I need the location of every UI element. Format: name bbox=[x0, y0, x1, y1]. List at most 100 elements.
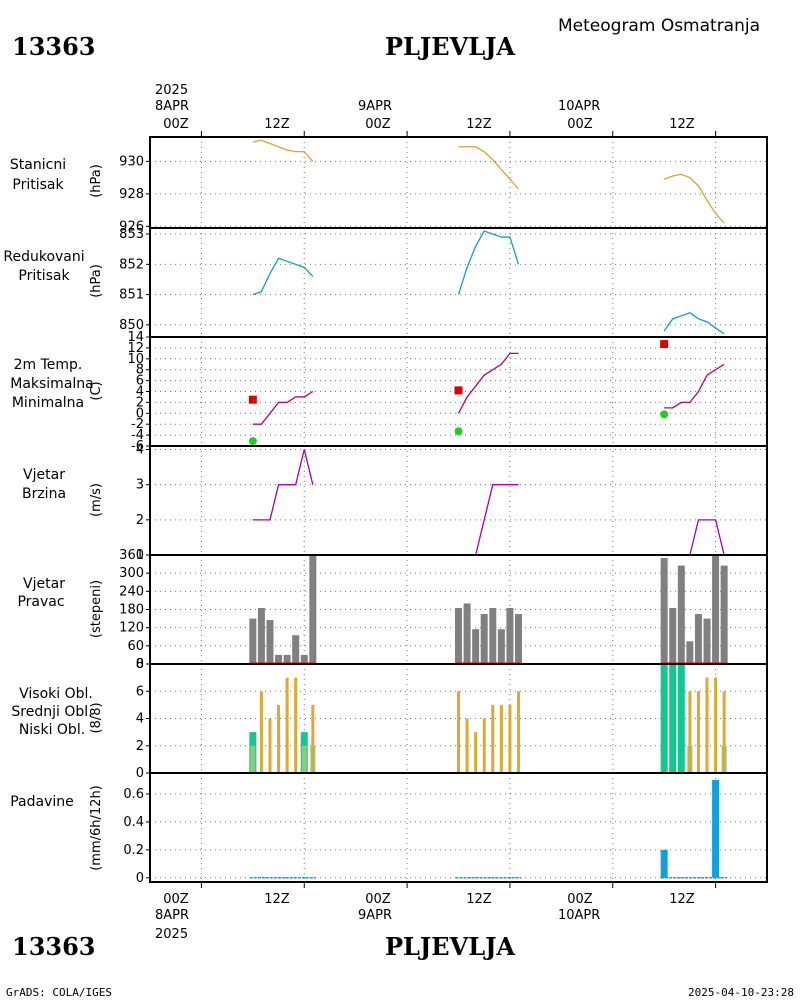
precip-bar-1 bbox=[712, 779, 720, 878]
unit-wind-speed: (m/s) bbox=[89, 483, 104, 517]
wind-dir-bar-20 bbox=[694, 614, 702, 664]
label-temperature: 2m Temp. bbox=[14, 357, 83, 373]
station_pressure-series-1 bbox=[458, 146, 519, 190]
wind-dir-bar-12 bbox=[489, 607, 497, 664]
wind_direction-ytick-label-5: 300 bbox=[119, 566, 144, 581]
station-id-bottom: 13363 bbox=[12, 932, 96, 961]
time-tick-bottom-2: 12Z bbox=[264, 892, 290, 907]
year-label-bottom: 2025 bbox=[155, 927, 188, 942]
cloud-mid-bar-6 bbox=[301, 745, 307, 773]
label-reduced-pressure-1: Redukovani bbox=[3, 249, 84, 265]
unit-temperature: (C) bbox=[89, 381, 104, 400]
label-wind-speed-2: Brzina bbox=[22, 486, 66, 502]
clouds-ytick-label-1: 2 bbox=[136, 739, 144, 754]
wind-dir-bar-3 bbox=[275, 654, 283, 664]
wind-dir-bar-21 bbox=[703, 618, 711, 664]
reduced_pressure-series-0 bbox=[252, 257, 314, 296]
wind_direction-ytick-label-1: 60 bbox=[127, 639, 144, 654]
reduced_pressure-series-1 bbox=[457, 230, 520, 295]
wind-dir-bar-17 bbox=[669, 607, 677, 664]
wind-dir-bar-2 bbox=[266, 620, 274, 664]
temperature-series-2 bbox=[664, 363, 725, 409]
time-tick-bottom-3: 00Z bbox=[365, 892, 391, 907]
wind_direction-ytick-label-2: 120 bbox=[119, 621, 144, 636]
wind_direction-ytick-label-3: 180 bbox=[119, 603, 144, 618]
cloud-low-bar-15 bbox=[516, 691, 520, 773]
wind-dir-bar-5 bbox=[292, 635, 300, 664]
temperature-ytick-label-8: 10 bbox=[127, 352, 144, 367]
plot-area: 926928930850851852853-6-4-20246810121412… bbox=[119, 131, 768, 888]
cloud-low-bar-7 bbox=[311, 704, 315, 773]
wind-dir-bar-10 bbox=[472, 629, 480, 664]
temperature-series-1 bbox=[457, 352, 519, 414]
wind-dir-bar-15 bbox=[514, 614, 522, 664]
cloud-low-bar-5 bbox=[294, 677, 298, 773]
temperature-ytick-label-4: 2 bbox=[136, 395, 144, 410]
wind_speed-ytick-label-1: 2 bbox=[136, 513, 144, 528]
reduced_pressure-ytick-label-2: 852 bbox=[119, 257, 144, 272]
cloud-low-bar-19 bbox=[688, 691, 692, 773]
label-wind-dir-1: Vjetar bbox=[23, 576, 65, 592]
tmin-marker-2 bbox=[660, 410, 669, 419]
cloud-low-bar-23 bbox=[722, 691, 726, 773]
cloud-low-bar-21 bbox=[705, 677, 709, 773]
label-precipitation: Padavine bbox=[10, 794, 74, 810]
day-label-bottom-1: 8APR bbox=[155, 908, 189, 923]
label-cloud-mid: Srednji Obl. bbox=[11, 704, 92, 720]
unit-station-pressure: (hPa) bbox=[89, 164, 104, 198]
precip-bar-0 bbox=[660, 849, 668, 878]
wind_speed-ytick-label-0: 1 bbox=[136, 548, 144, 563]
cloud-low-bar-14 bbox=[508, 704, 512, 773]
reduced_pressure-ytick-label-0: 850 bbox=[119, 318, 144, 333]
wind-dir-bar-13 bbox=[497, 629, 505, 664]
day-label-top-2: 9APR bbox=[358, 99, 392, 114]
station_pressure-series-0 bbox=[252, 139, 314, 162]
temperature-ytick-label-9: 12 bbox=[127, 341, 144, 356]
tmax-marker-2 bbox=[660, 340, 669, 349]
wind_speed-series-2 bbox=[664, 519, 725, 556]
label-reduced-pressure-2: Pritisak bbox=[18, 268, 70, 284]
footer-credit: GrADS: COLA/IGES bbox=[6, 986, 112, 999]
wind_direction-ytick-label-6: 360 bbox=[119, 548, 144, 563]
cloud-low-bar-12 bbox=[491, 704, 495, 773]
temperature-ytick-label-6: 6 bbox=[136, 374, 144, 389]
temperature-ytick-label-1: -4 bbox=[131, 428, 144, 443]
label-station-pressure-1: Stanicni bbox=[10, 157, 66, 173]
time-tick-bottom-5: 00Z bbox=[567, 892, 593, 907]
wind-dir-bar-8 bbox=[455, 607, 462, 664]
wind_speed-ytick-label-3: 4 bbox=[136, 443, 144, 458]
wind-dir-bar-23 bbox=[720, 565, 728, 664]
clouds-ytick-label-2: 4 bbox=[136, 712, 144, 727]
cloud-high-bar-18 bbox=[677, 664, 685, 773]
station_pressure-series-2 bbox=[663, 173, 725, 224]
wind-dir-bar-19 bbox=[686, 641, 694, 664]
cloud-low-bar-13 bbox=[499, 704, 503, 773]
tmax-marker-0 bbox=[248, 395, 257, 404]
tmin-marker-1 bbox=[454, 427, 463, 436]
cloud-low-bar-22 bbox=[714, 677, 718, 773]
wind-dir-bar-18 bbox=[677, 565, 685, 664]
temperature-series-0 bbox=[252, 390, 314, 425]
temperature-ytick-label-2: -2 bbox=[131, 417, 144, 432]
clouds-ytick-label-4: 8 bbox=[136, 657, 144, 672]
wind_speed-ytick-label-2: 3 bbox=[136, 478, 144, 493]
day-label-bottom-2: 9APR bbox=[358, 908, 392, 923]
station_pressure-ytick-label-1: 928 bbox=[119, 187, 144, 202]
label-wind-speed-1: Vjetar bbox=[23, 467, 65, 483]
station-name-top: PLJEVLJA bbox=[385, 32, 515, 61]
time-tick-top-2: 12Z bbox=[264, 117, 290, 132]
time-tick-top-3: 00Z bbox=[365, 117, 391, 132]
label-cloud-low: Niski Obl. bbox=[19, 722, 85, 738]
meteogram-title: Meteogram Osmatranja bbox=[558, 16, 760, 36]
time-tick-top-5: 00Z bbox=[567, 117, 593, 132]
station-name-bottom: PLJEVLJA bbox=[385, 932, 515, 961]
precipitation-ytick-label-3: 0.6 bbox=[123, 787, 144, 802]
cloud-low-bar-11 bbox=[482, 718, 486, 773]
precipitation-ytick-label-1: 0.2 bbox=[123, 843, 144, 858]
reduced_pressure-ytick-label-1: 851 bbox=[119, 288, 144, 303]
cloud-high-bar-16 bbox=[660, 664, 668, 773]
time-tick-bottom-1: 00Z bbox=[163, 892, 189, 907]
cloud-low-bar-8 bbox=[457, 691, 460, 773]
tmin-marker-0 bbox=[248, 437, 257, 446]
unit-reduced-pressure: (hPa) bbox=[89, 264, 104, 298]
